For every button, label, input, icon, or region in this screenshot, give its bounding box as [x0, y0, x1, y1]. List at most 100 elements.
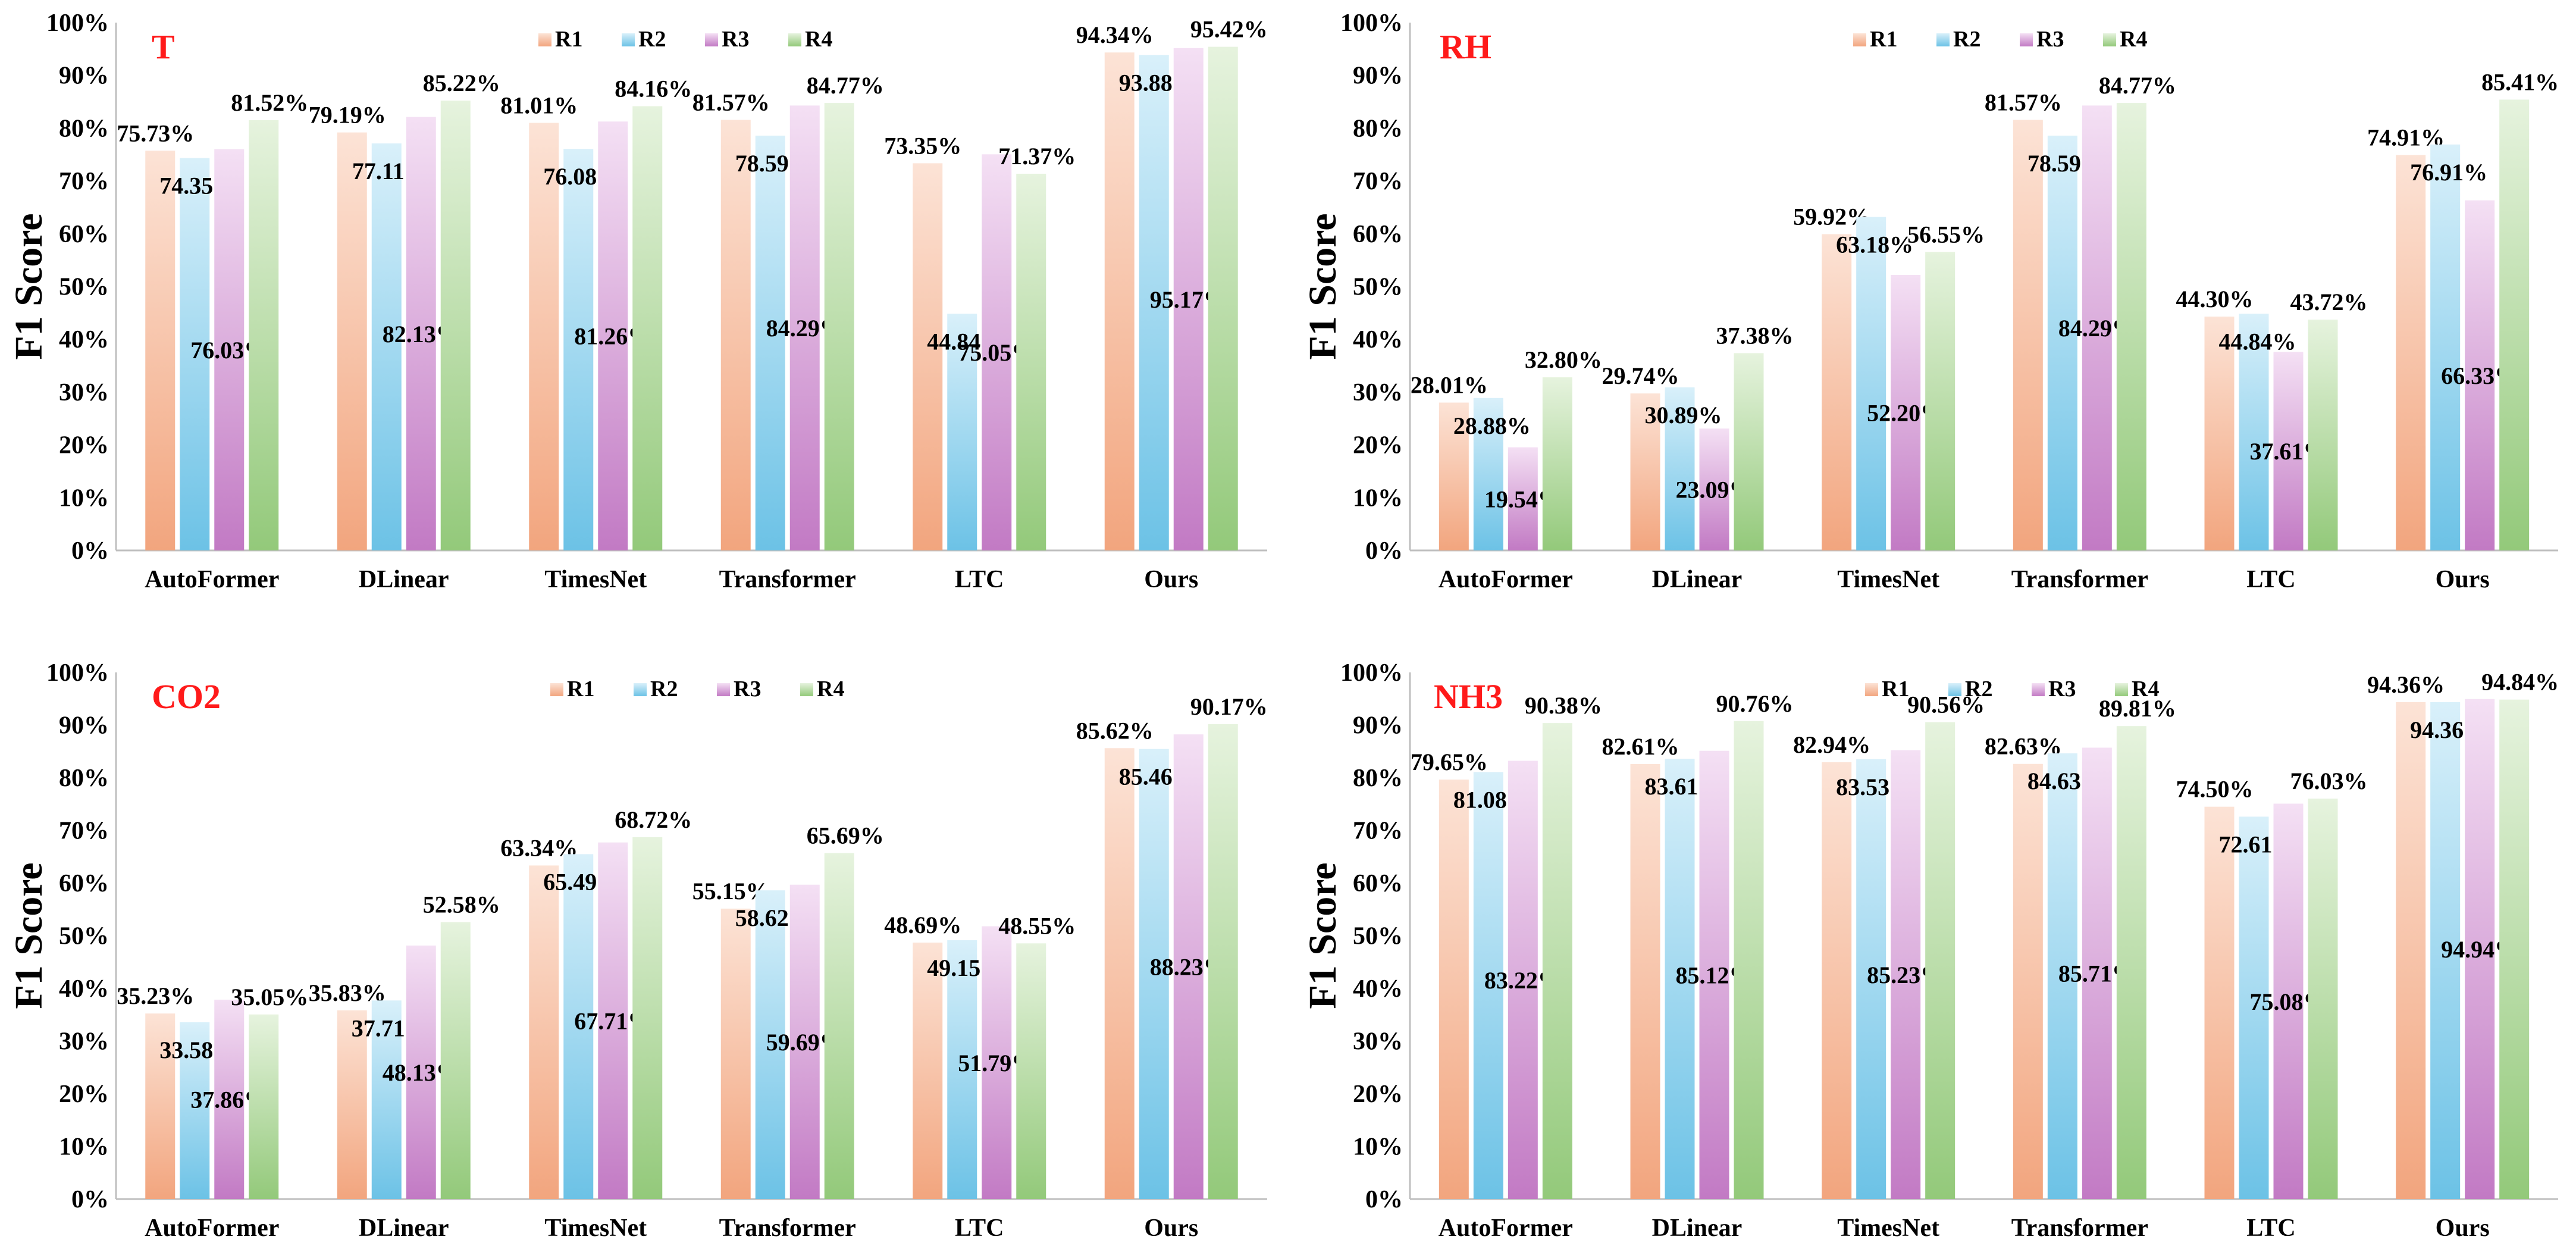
bar-r2-dlinear [371, 1000, 402, 1199]
bar-r1-transformer [720, 908, 751, 1199]
y-tick-label: 20% [1353, 432, 1403, 459]
bar-r3-dlinear [1699, 428, 1729, 550]
x-tick-label: AutoFormer [1439, 1215, 1573, 1242]
y-axis-title: F1 Score [1301, 862, 1345, 1009]
bar-r3-timesnet [1891, 750, 1921, 1199]
y-tick-label: 90% [59, 62, 109, 90]
bar-r1-transformer [2013, 120, 2043, 550]
x-tick-label: Ours [2436, 1215, 2490, 1242]
y-tick-label: 30% [1353, 1028, 1403, 1056]
bar-r2-ours [1139, 55, 1169, 550]
data-label-r1: 79.65% [1411, 749, 1488, 775]
bar-r3-ltc [982, 926, 1012, 1199]
y-tick-label: 100% [1340, 659, 1403, 687]
y-axis-title: F1 Score [1301, 213, 1345, 359]
bar-r1-ours [1104, 52, 1135, 550]
data-label-r1: 81.57% [1985, 89, 2062, 115]
bar-r2-ltc [2239, 314, 2269, 550]
bar-r3-autoformer [214, 999, 245, 1199]
y-tick-label: 80% [59, 115, 109, 142]
legend-swatch-r4 [800, 683, 813, 696]
legend-swatch-r1 [1865, 683, 1878, 696]
bar-r2-timesnet [563, 854, 594, 1199]
bar-r2-ours [1139, 749, 1169, 1199]
bar-r3-ours [1173, 734, 1204, 1199]
legend-label-r2: R2 [638, 27, 666, 52]
x-tick-label: AutoFormer [1439, 566, 1573, 593]
legend-label-r3: R3 [2036, 27, 2064, 52]
bar-r1-ltc [2204, 806, 2235, 1199]
data-label-r4: 84.77% [2099, 72, 2176, 99]
chart-title: CO2 [152, 677, 221, 716]
x-tick-label: Transformer [2011, 566, 2148, 593]
bar-r3-transformer [2082, 747, 2112, 1199]
y-tick-label: 30% [59, 1028, 109, 1056]
legend-swatch-r1 [538, 33, 551, 46]
y-tick-label: 10% [59, 484, 109, 512]
bar-r1-timesnet [529, 865, 559, 1199]
data-label-r4: 43.72% [2290, 289, 2368, 315]
y-tick-label: 50% [1353, 923, 1403, 950]
y-tick-label: 20% [59, 1081, 109, 1108]
chart-panel-rh: 0% 10% 20% 30% 40% 50% 60% 70% 80% 90% 100% F1 Scor… [1301, 10, 2559, 593]
data-label-r1: 85.62% [1076, 717, 1154, 744]
bar-r4-timesnet [1925, 722, 1955, 1199]
data-label-r4: 37.38% [1716, 322, 1794, 349]
bar-r1-autoformer [1439, 402, 1469, 550]
y-tick-label: 50% [59, 923, 109, 950]
bar-r4-ltc [2308, 799, 2338, 1199]
bar-r3-dlinear [406, 946, 436, 1199]
bar-r4-autoformer [249, 120, 279, 550]
bar-r4-ours [1208, 724, 1238, 1199]
data-label-r4: 56.55% [1907, 221, 1985, 248]
bar-r1-timesnet [1822, 762, 1852, 1199]
legend-swatch-r4 [2103, 33, 2116, 46]
bar-r1-autoformer [1439, 780, 1469, 1199]
x-tick-label: TimesNet [1837, 566, 1939, 593]
y-tick-label: 40% [59, 975, 109, 1003]
bar-r1-autoformer [145, 1013, 176, 1199]
y-tick-label: 70% [59, 818, 109, 845]
legend-swatch-r4 [788, 33, 801, 46]
bar-r4-transformer [824, 103, 854, 551]
x-tick-label: Ours [2436, 566, 2490, 593]
bar-r1-dlinear [1630, 763, 1660, 1199]
y-tick-label: 0% [71, 537, 109, 565]
bar-r2-timesnet [1856, 217, 1886, 551]
bar-r3-timesnet [598, 842, 628, 1199]
y-tick-label: 20% [59, 432, 109, 459]
chart-panel-nh3: 0% 10% 20% 30% 40% 50% 60% 70% 80% 90% 100% F1 Scor… [1301, 659, 2559, 1242]
x-tick-label: AutoFormer [145, 566, 279, 593]
bar-r3-ltc [2273, 352, 2304, 550]
x-tick-label: LTC [955, 566, 1004, 593]
legend-swatch-r2 [1948, 683, 1961, 696]
data-label-r4: 52.58% [423, 891, 500, 918]
data-label-r2: 76.91% [2410, 159, 2487, 186]
bar-r2-dlinear [1665, 759, 1695, 1199]
bar-r4-timesnet [632, 837, 663, 1199]
y-axis-title: F1 Score [7, 213, 51, 359]
bar-r3-ltc [982, 154, 1012, 550]
bar-r4-autoformer [1542, 377, 1572, 550]
legend-swatch-r4 [2115, 683, 2128, 696]
legend-swatch-r3 [705, 33, 718, 46]
legend-label-r4: R4 [805, 27, 832, 52]
data-label-r1: 48.69% [884, 912, 961, 938]
y-tick-label: 80% [59, 765, 109, 792]
data-label-r4: 90.56% [1907, 691, 1985, 718]
y-tick-label: 10% [59, 1134, 109, 1161]
bar-r2-transformer [755, 890, 785, 1199]
bar-r3-ltc [2273, 803, 2304, 1199]
bar-r4-dlinear [1734, 721, 1764, 1199]
bar-r2-autoformer [1473, 397, 1503, 550]
bar-r4-transformer [2116, 103, 2146, 551]
data-label-r4: 48.55% [998, 912, 1076, 939]
data-label-r4: 68.72% [615, 806, 692, 833]
legend-label-r1: R1 [1870, 27, 1897, 52]
bar-r4-dlinear [440, 101, 471, 550]
data-label-r4: 84.77% [807, 72, 884, 99]
y-tick-label: 70% [1353, 168, 1403, 195]
legend-label-r3: R3 [722, 27, 749, 52]
y-tick-label: 60% [59, 221, 109, 248]
bar-r3-autoformer [1508, 760, 1538, 1199]
